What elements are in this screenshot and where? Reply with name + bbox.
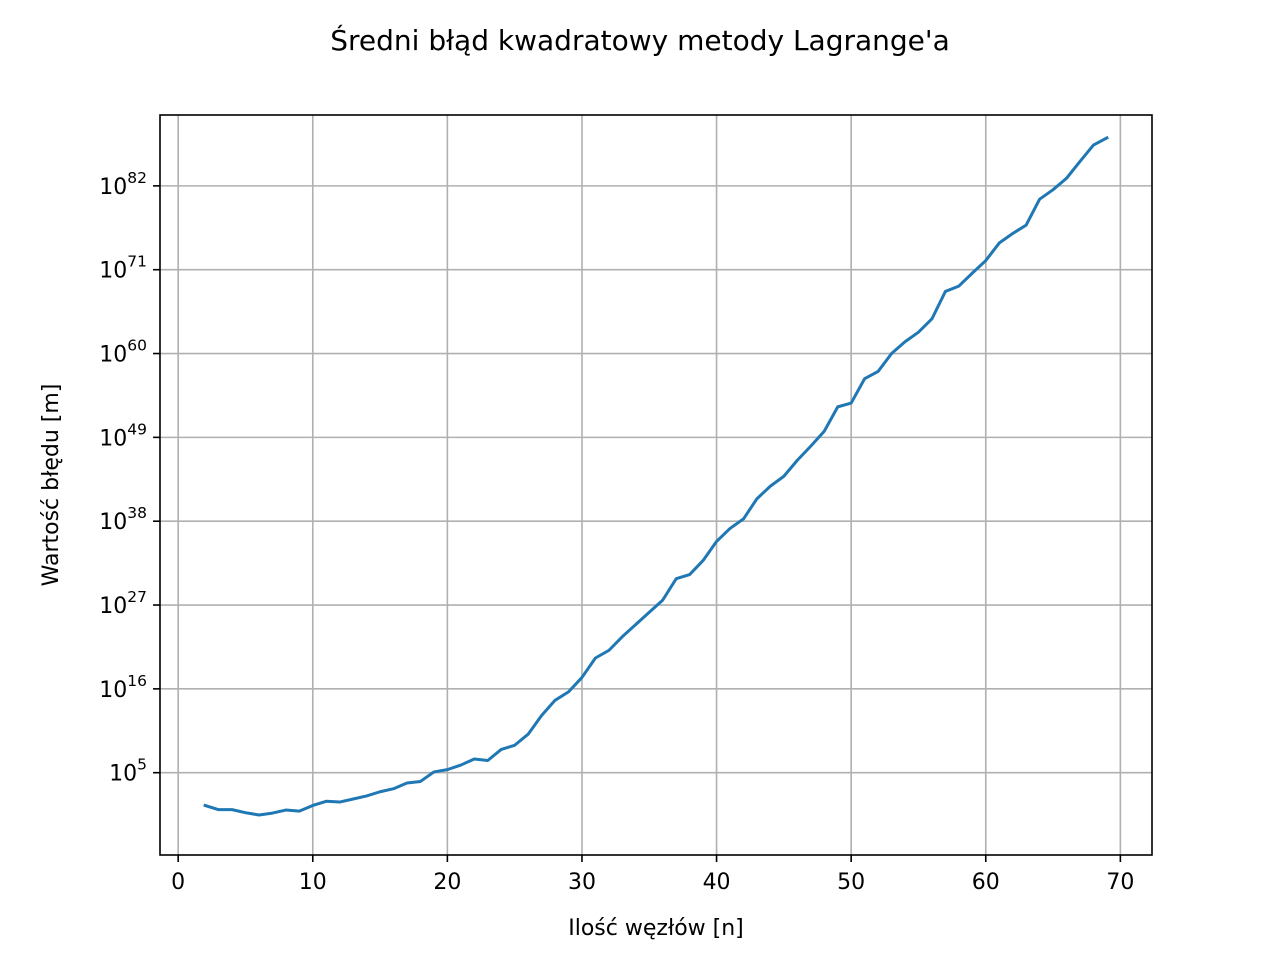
y-tick-label: 1016 (99, 672, 147, 703)
y-tick-label: 1027 (99, 588, 147, 619)
x-tick-label: 10 (299, 870, 327, 895)
x-tick-label: 50 (837, 870, 865, 895)
chart-title: Średni błąd kwadratowy metody Lagrange'a (330, 23, 950, 57)
y-axis-label: Wartość błędu [m] (39, 384, 64, 587)
x-tick-label: 30 (568, 870, 596, 895)
plot-area-frame (159, 114, 1153, 856)
x-tick-label: 0 (171, 870, 185, 895)
y-tick-label: 1060 (99, 337, 147, 368)
y-tick-label: 105 (109, 756, 147, 787)
y-tick-label: 1049 (99, 420, 147, 451)
y-tick-label: 1071 (99, 253, 147, 284)
x-tick-label: 40 (703, 870, 731, 895)
x-tick-label: 70 (1106, 870, 1134, 895)
x-tick-label: 20 (433, 870, 461, 895)
grid-lines (160, 115, 1152, 855)
x-axis-label: Ilość węzłów [n] (568, 916, 744, 941)
y-tick-label: 1082 (99, 169, 147, 200)
y-tick-label: 1038 (99, 504, 147, 535)
y-axis: 105 1016 1027 1038 1049 1060 1071 1082 (99, 169, 160, 787)
series-layer (203, 135, 1109, 817)
x-tick-label: 60 (972, 870, 1000, 895)
x-axis: 0 10 20 30 40 50 60 70 (171, 855, 1134, 895)
series-line (203, 135, 1109, 817)
